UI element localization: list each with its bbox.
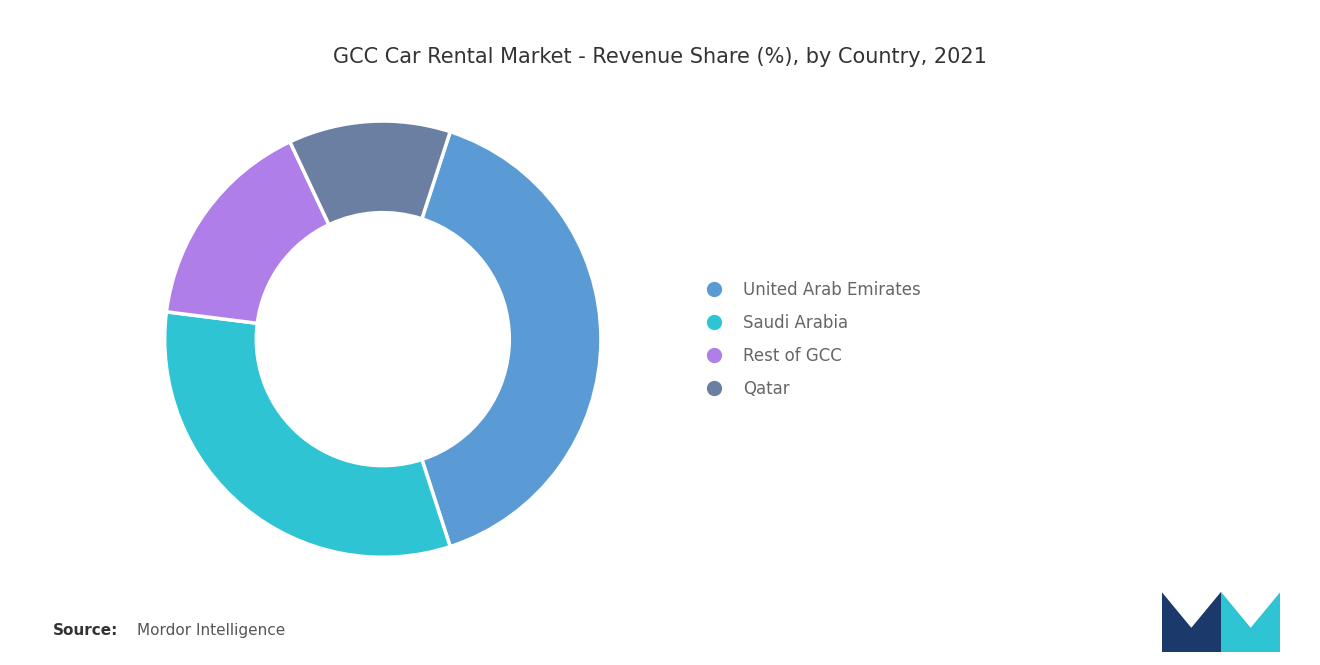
Polygon shape	[1221, 592, 1280, 652]
Wedge shape	[165, 312, 450, 557]
Wedge shape	[290, 121, 450, 225]
Text: Mordor Intelligence: Mordor Intelligence	[137, 623, 285, 638]
Text: GCC Car Rental Market - Revenue Share (%), by Country, 2021: GCC Car Rental Market - Revenue Share (%…	[333, 47, 987, 66]
Text: Source:: Source:	[53, 623, 119, 638]
Polygon shape	[1162, 592, 1221, 652]
Polygon shape	[1221, 592, 1280, 628]
Wedge shape	[422, 132, 601, 547]
Wedge shape	[166, 142, 329, 323]
Polygon shape	[1162, 592, 1221, 628]
Legend: United Arab Emirates, Saudi Arabia, Rest of GCC, Qatar: United Arab Emirates, Saudi Arabia, Rest…	[692, 274, 927, 404]
